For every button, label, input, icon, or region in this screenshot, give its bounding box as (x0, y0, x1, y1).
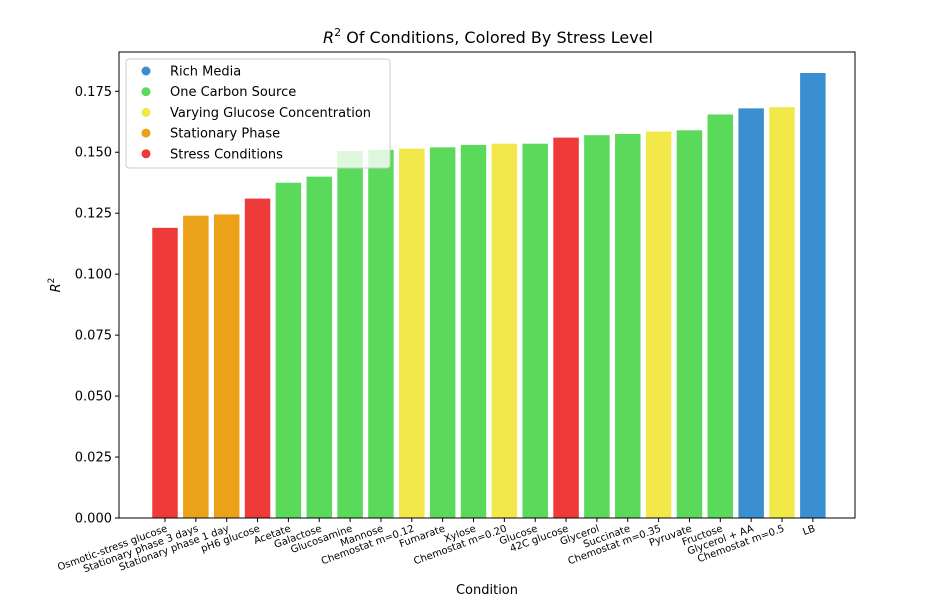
bar (183, 215, 209, 518)
bar (676, 130, 703, 519)
bar (429, 147, 456, 518)
y-tick-label: 0.100 (75, 268, 112, 283)
y-tick-label: 0.150 (75, 146, 112, 161)
x-axis-label: Condition (456, 583, 518, 598)
legend-marker (141, 149, 151, 159)
y-tick-label: 0.025 (75, 451, 112, 466)
bar (460, 144, 487, 518)
bar (645, 131, 672, 518)
bar (800, 73, 826, 518)
bar (615, 133, 641, 518)
bar (152, 227, 178, 518)
bar (244, 198, 271, 518)
y-tick-label: 0.050 (75, 390, 112, 405)
x-tick-label: LB (801, 523, 817, 538)
legend-label: Stationary Phase (170, 127, 280, 142)
chart-title: R2 Of Conditions, Colored By Stress Leve… (323, 26, 653, 47)
bar (738, 108, 764, 519)
legend-marker (141, 87, 151, 97)
bars (152, 73, 826, 519)
legend-marker (141, 66, 151, 76)
bar (368, 149, 394, 518)
plot-frame (118, 51, 856, 519)
y-tick-label: 0.075 (75, 329, 112, 344)
bar (769, 107, 795, 518)
bar (522, 143, 548, 518)
legend-label: Stress Conditions (170, 147, 283, 162)
legend-marker (141, 128, 151, 138)
y-axis-label: R2 (47, 278, 64, 293)
bar (399, 148, 425, 518)
bar (337, 151, 363, 518)
legend: Rich Media One Carbon Source Varying Gluco… (125, 58, 391, 169)
bar (553, 137, 579, 518)
y-tick-label: 0.000 (75, 512, 112, 527)
y-tick-label: 0.125 (75, 207, 112, 222)
legend-box (125, 58, 391, 169)
bar (491, 143, 518, 518)
legend-marker (141, 107, 151, 117)
legend-label: One Carbon Source (170, 85, 296, 100)
legend-label: Varying Glucose Concentration (170, 106, 371, 121)
bar (275, 182, 302, 519)
bar (584, 135, 610, 518)
bar (306, 176, 332, 518)
bar (707, 114, 734, 518)
y-axis: 0.000 0.025 0.050 0.075 0.100 0.125 0.150 0.175 (75, 85, 119, 527)
bar (213, 214, 240, 519)
legend-label: Rich Media (170, 65, 241, 80)
y-tick-label: 0.175 (75, 85, 112, 100)
